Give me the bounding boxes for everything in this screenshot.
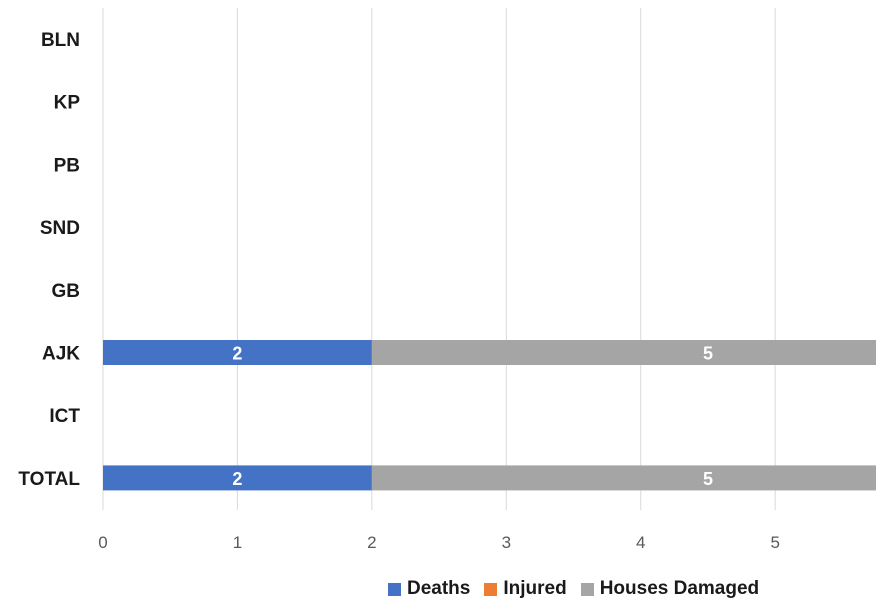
bars [103, 340, 876, 491]
legend-swatch-deaths [388, 582, 401, 596]
data-label-ajk-deaths: 2 [232, 344, 242, 364]
category-label-ajk: AJK [42, 344, 80, 365]
x-tick-label-1: 1 [233, 533, 242, 552]
data-label-total-deaths: 2 [232, 469, 242, 489]
bar-total-houses-damaged [371, 465, 876, 491]
x-tick-label-2: 2 [367, 533, 376, 552]
gridlines [102, 8, 776, 510]
bar-total-deaths [103, 465, 372, 491]
data-labels: 2 5 2 5 [232, 344, 713, 489]
x-tick-label-3: 3 [502, 533, 511, 552]
category-label-total: TOTAL [18, 469, 80, 490]
category-label-gb: GB [52, 281, 81, 302]
x-tick-label-4: 4 [636, 533, 645, 552]
category-label-kp: KP [54, 93, 81, 114]
legend-swatch-injured [484, 582, 498, 596]
legend-label-deaths: Deaths [407, 578, 471, 599]
legend-item-injured: Injured [484, 578, 567, 600]
legend-label-houses-damaged: Houses Damaged [599, 578, 760, 599]
legend-item-deaths: Deaths [388, 578, 470, 600]
legend: Deaths Injured Houses Damaged [388, 578, 759, 600]
bar-ajk-houses-damaged [371, 340, 876, 365]
category-label-snd: SND [40, 218, 80, 239]
data-label-total-houses-damaged: 5 [703, 469, 713, 489]
category-label-pb: PB [54, 155, 80, 176]
data-label-ajk-houses-damaged: 5 [703, 344, 713, 364]
legend-label-injured: Injured [503, 578, 567, 599]
bar-ajk-deaths [103, 340, 372, 365]
legend-swatch-houses-damaged [580, 582, 594, 596]
x-tick-label-5: 5 [770, 533, 779, 552]
category-axis: BLN KP PB SND GB AJK ICT TOTAL [18, 30, 80, 490]
x-tick-label-0: 0 [98, 533, 107, 552]
value-axis: 0 1 2 3 4 5 [98, 533, 780, 552]
category-label-ict: ICT [49, 406, 80, 427]
legend-item-houses-damaged: Houses Damaged [580, 578, 760, 600]
category-label-bln: BLN [41, 30, 80, 51]
